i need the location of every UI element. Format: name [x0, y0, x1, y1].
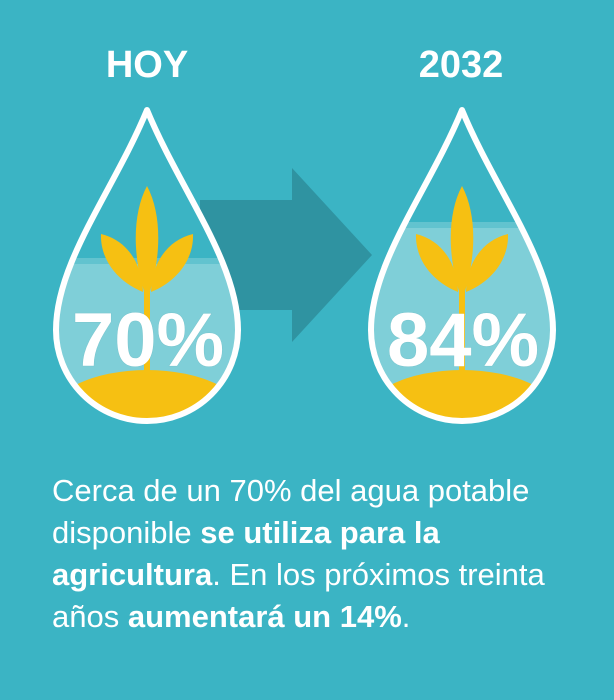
caption-text: Cerca de un 70% del agua potable disponi…: [52, 470, 592, 638]
plant-icon: [415, 186, 509, 375]
caption-part-3: .: [401, 599, 411, 634]
infographic-graphic: 70% 84%: [53, 107, 556, 424]
caption-bold-2: aumentará un 14%: [127, 599, 402, 634]
percentage-today: 70%: [72, 298, 224, 383]
caption-part-2: . En los próximos treinta años: [52, 557, 545, 634]
plant-icon: [100, 186, 194, 375]
label-2032: 2032: [418, 44, 504, 86]
caption-part-1: Cerca de un 70% del agua potable disponi…: [52, 473, 530, 550]
label-today: HOY: [105, 44, 189, 86]
percentage-2032: 84%: [387, 298, 539, 383]
water-drop-today: 70%: [53, 107, 241, 424]
caption-bold-1: se utiliza para la agricultura: [52, 515, 440, 592]
water-drop-2032: 84%: [368, 107, 556, 424]
arrow-shape: [200, 168, 372, 342]
